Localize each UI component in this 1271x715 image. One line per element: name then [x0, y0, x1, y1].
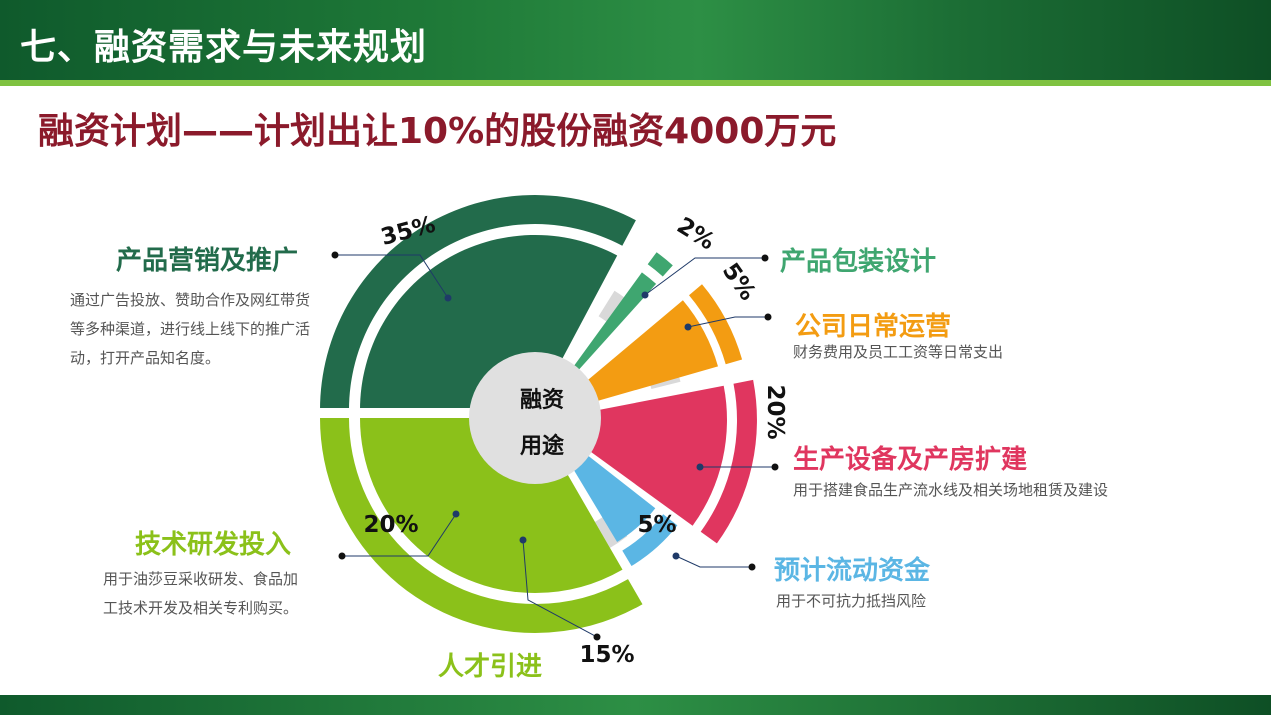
marketing-desc-line3: 动，打开产品知名度。	[70, 349, 221, 367]
page-title: 七、融资需求与未来规划	[20, 27, 428, 68]
liquidity-leader-dot	[672, 552, 680, 560]
equipment-title: 生产设备及产房扩建	[793, 445, 1028, 475]
talent-lower-ring	[535, 579, 643, 633]
financing-plan-subtitle: 融资计划——计划出让10%的股份融资4000万元	[38, 111, 837, 152]
operations-percent-label: 5%	[717, 259, 761, 306]
marketing-desc-line1: 通过广告投放、赞助合作及网红带货	[70, 291, 311, 309]
marketing-leader-line	[335, 254, 449, 299]
packaging-leader-line	[644, 257, 765, 296]
packaging-ring	[647, 252, 673, 277]
rnd-leader-end-dot	[338, 552, 346, 560]
operations-leader-end-dot	[764, 313, 772, 321]
rnd-desc: 用于油莎豆采收研发、食品加 工技术开发及相关专利购买。	[103, 565, 298, 623]
operations-ring	[689, 284, 743, 365]
packaging-percent-label: 2%	[672, 213, 719, 256]
marketing-desc-line2: 等多种渠道，进行线上线下的推广活	[70, 320, 311, 338]
equipment-leader-dot	[696, 463, 704, 471]
marketing-desc: 通过广告投放、赞助合作及网红带货 等多种渠道，进行线上线下的推广活 动，打开产品…	[70, 286, 310, 373]
operations-leader-dot	[684, 323, 692, 331]
talent-leader-dot	[519, 536, 527, 544]
marketing-leader-end-dot	[331, 251, 339, 259]
operations-title: 公司日常运营	[795, 312, 952, 342]
equipment-leader-end-dot	[771, 463, 779, 471]
rnd-desc-line1: 用于油莎豆采收研发、食品加	[103, 570, 299, 588]
equipment-ring	[700, 379, 757, 544]
center-label-line2: 用途	[520, 433, 565, 459]
center-label-line1: 融资	[520, 388, 564, 413]
marketing-ring	[320, 195, 636, 410]
marketing-title: 产品营销及推广	[116, 246, 299, 276]
rnd-percent-label: 20%	[363, 512, 418, 538]
operations-desc: 财务费用及员工工资等日常支出	[793, 343, 1004, 361]
equipment-desc: 用于搭建食品生产流水线及相关场地租赁及建设	[793, 481, 1109, 499]
rnd-leader-line	[342, 513, 457, 557]
footer-bar	[0, 695, 1271, 715]
talent-title: 人才引进	[438, 652, 543, 682]
liquidity-percent-label: 5%	[637, 512, 676, 538]
liquidity-leader-line	[675, 555, 752, 568]
packaging-leader-dot	[641, 291, 649, 299]
packaging-leader-end-dot	[761, 254, 769, 262]
rnd-talent-ring	[320, 418, 535, 633]
equipment-percent-label: 20%	[762, 384, 788, 439]
header-stripe	[0, 80, 1271, 86]
center-hub	[469, 352, 601, 484]
liquidity-desc: 用于不可抗力抵挡风险	[776, 592, 927, 610]
talent-leader-line	[522, 539, 598, 638]
liquidity-title: 预计流动资金	[774, 556, 931, 586]
separator	[315, 415, 535, 418]
rnd-desc-line2: 工技术开发及相关专利购买。	[103, 599, 299, 617]
packaging-title: 产品包装设计	[780, 247, 937, 277]
separator	[315, 408, 535, 416]
operations-leader-line	[687, 316, 768, 328]
liquidity-ring	[622, 514, 678, 566]
talent-percent-label: 15%	[579, 642, 634, 668]
talent-leader-end-dot	[593, 633, 601, 641]
rnd-leader-dot	[452, 510, 460, 518]
liquidity-leader-end-dot	[748, 563, 756, 571]
marketing-leader-dot	[444, 294, 452, 302]
rnd-title: 技术研发投入	[135, 530, 292, 560]
header-bar	[0, 0, 1271, 80]
